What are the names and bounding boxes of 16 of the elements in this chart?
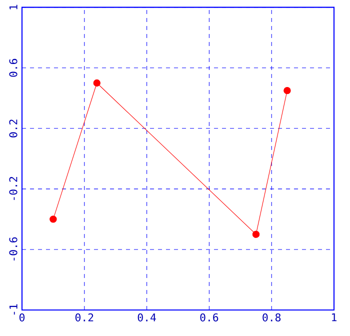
y-tick-label: -1 — [10, 304, 18, 315]
y-tick-label: 0.2 — [9, 120, 18, 138]
point — [252, 230, 260, 238]
x-tick-label: 1 — [332, 313, 336, 322]
y-tick-label: 1 — [10, 4, 18, 10]
x-tick-label: 0.8 — [262, 313, 281, 322]
y-tick-label: 0.6 — [9, 58, 18, 77]
point — [284, 86, 291, 94]
x-tick-label: 0.6 — [200, 313, 218, 322]
y-tick-label: -0.2 — [9, 176, 18, 200]
x-tick-label: 0.4 — [138, 313, 156, 322]
x-tick-label: 0 — [19, 313, 25, 322]
y-tick-label: -0.6 — [9, 237, 18, 260]
x-tick-label: 0.2 — [75, 313, 94, 322]
point — [50, 216, 57, 223]
point — [93, 79, 100, 87]
